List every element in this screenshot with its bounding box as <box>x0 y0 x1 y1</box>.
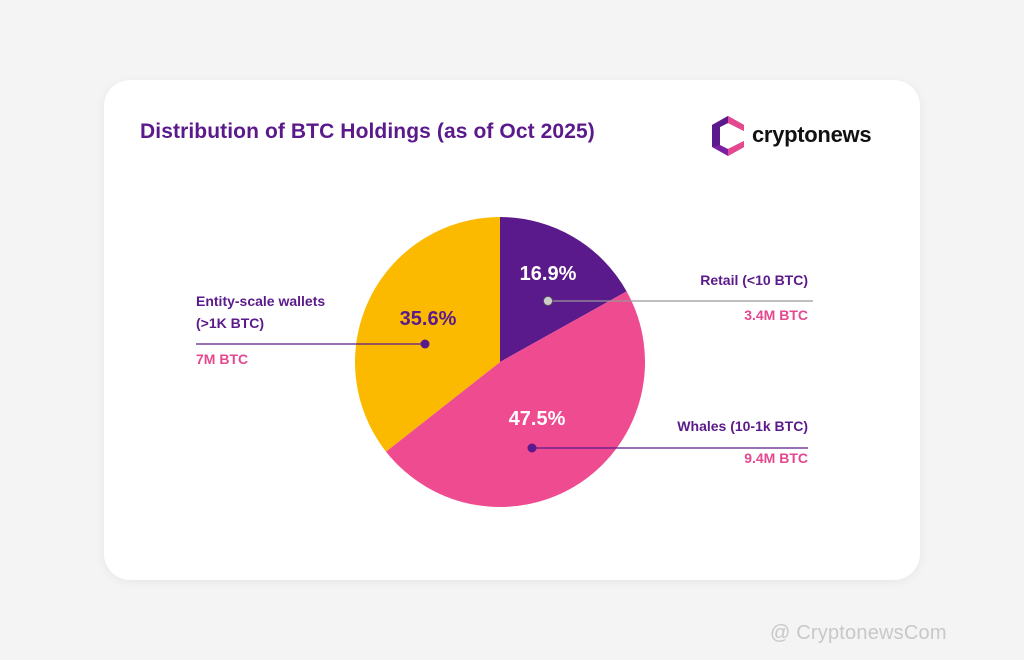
pie-slice <box>385 291 645 507</box>
cryptonews-logo-icon <box>712 116 744 156</box>
slice-percent-label: 16.9% <box>520 263 577 285</box>
logo-wordmark: cryptonews <box>752 122 872 147</box>
slice-category-label: (>1K BTC) <box>196 315 264 331</box>
slice-category-label: Retail (<10 BTC) <box>700 272 808 288</box>
leader-dot <box>543 296 553 306</box>
cryptonews-logo: cryptonews <box>708 114 888 158</box>
leader-dot <box>420 339 430 349</box>
slice-category-label: Entity-scale wallets <box>196 293 325 309</box>
slice-amount-label: 3.4M BTC <box>744 307 808 323</box>
slice-percent-label: 35.6% <box>400 308 457 330</box>
pie-slices <box>355 217 645 507</box>
leader-dot <box>527 443 537 453</box>
slice-percent-label: 47.5% <box>509 408 566 430</box>
slice-amount-label: 9.4M BTC <box>744 450 808 466</box>
slice-amount-label: 7M BTC <box>196 351 248 367</box>
pie-slice <box>355 217 500 452</box>
watermark: @ CryptonewsCom <box>770 622 947 644</box>
slice-category-label: Whales (10-1k BTC) <box>677 418 808 434</box>
pie-slice <box>500 217 627 362</box>
chart-title: Distribution of BTC Holdings (as of Oct … <box>140 120 595 143</box>
